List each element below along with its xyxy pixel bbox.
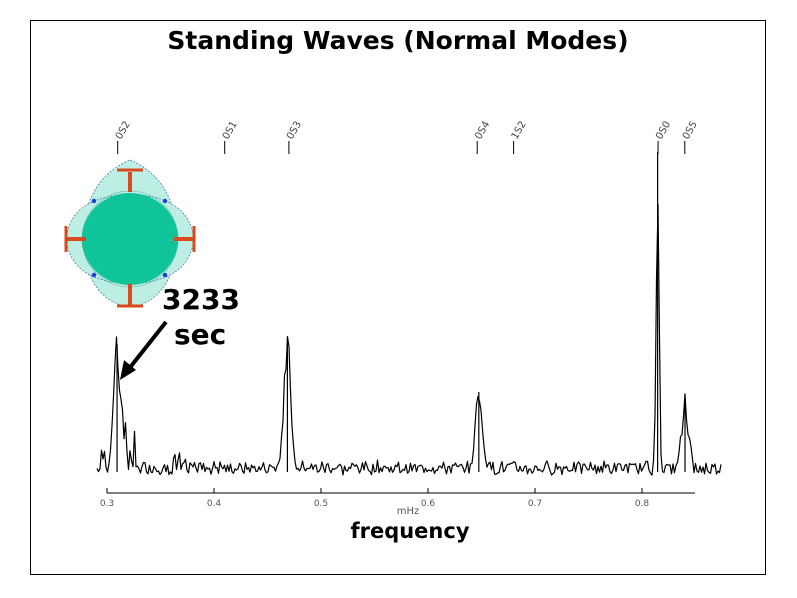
spectrum-trace — [96, 203, 722, 476]
period-value: 3233 — [162, 283, 240, 316]
mode-label: 0S3 — [285, 119, 304, 141]
mode-label: 0S1 — [221, 119, 240, 141]
mode-label: 0S5 — [681, 119, 700, 141]
x-tick-label: 0.5 — [314, 499, 328, 509]
earth-body — [82, 193, 178, 285]
mode-label: 0S0 — [654, 119, 673, 141]
slide-frame — [30, 20, 766, 575]
slide-title: Standing Waves (Normal Modes) — [167, 26, 629, 55]
mode-label: 1S2 — [510, 119, 529, 141]
x-tick-label: 0.6 — [421, 499, 436, 509]
mode-label: 0S2 — [114, 119, 133, 141]
node-point — [162, 198, 168, 204]
node-point — [162, 272, 168, 278]
x-axis-ticks: 0.3 0.4 0.5 0.6 0.7 0.8 — [100, 488, 650, 509]
x-tick-label: 0.7 — [528, 499, 542, 509]
mode-label: 0S4 — [473, 119, 492, 141]
arrow-head — [120, 360, 136, 380]
node-point — [91, 272, 97, 278]
x-axis-title: frequency — [350, 519, 470, 543]
mode-labels: 0S2 0S1 0S3 0S4 1S2 0S0 0S5 — [114, 119, 700, 154]
period-unit: sec — [174, 318, 227, 351]
displacement-markers — [64, 168, 196, 308]
x-tick-label: 0.3 — [100, 499, 114, 509]
arrow-icon — [126, 320, 168, 372]
oscillating-earth-icon — [64, 159, 196, 308]
node-point — [91, 198, 97, 204]
x-axis-unit-label: mHz — [397, 506, 420, 517]
x-tick-label: 0.4 — [207, 499, 222, 509]
node-points — [91, 198, 168, 278]
x-tick-label: 0.8 — [635, 499, 650, 509]
